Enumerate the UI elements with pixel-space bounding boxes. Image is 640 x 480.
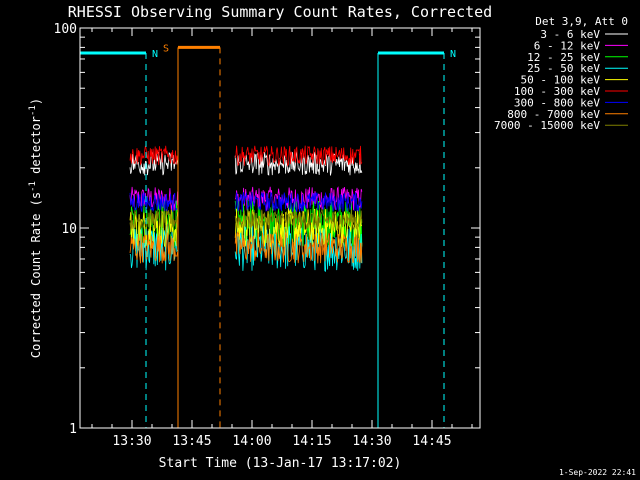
- series-line-7000-15000kev-seg1: [129, 208, 178, 230]
- y-axis-label-sup1: -1: [28, 181, 38, 192]
- annotation-label-1: N: [152, 49, 158, 60]
- x-tick-label: 13:30: [112, 434, 151, 449]
- x-tick-label: 14:00: [232, 434, 271, 449]
- footer-timestamp: 1-Sep-2022 22:41: [559, 468, 636, 477]
- y-axis-label-main: Corrected Count Rate (s: [29, 192, 43, 358]
- series-line-100-300kev-seg2: [234, 145, 363, 167]
- x-tick-label: 14:45: [412, 434, 451, 449]
- series-line-800-7000kev-seg2: [234, 231, 363, 264]
- series-line-7000-15000kev-seg2: [234, 208, 363, 231]
- legend-label: 25 - 50 keV: [527, 62, 600, 75]
- series-line-300-800kev-seg1: [129, 192, 178, 213]
- annotation-label-3: S: [163, 43, 169, 54]
- legend-label: 7000 - 15000 keV: [494, 119, 600, 132]
- legend-label: 100 - 300 keV: [514, 85, 600, 98]
- y-tick-label: 10: [61, 222, 77, 237]
- x-axis-label: Start Time (13-Jan-17 13:17:02): [159, 456, 402, 471]
- legend-label: 6 - 12 keV: [534, 39, 601, 52]
- legend-label: 300 - 800 keV: [514, 96, 600, 109]
- x-tick-label: 14:15: [292, 434, 331, 449]
- annotation-label-2: N: [450, 49, 456, 60]
- series-line-300-800kev-seg2: [234, 191, 363, 213]
- series-line-3-6kev-seg2: [234, 151, 363, 176]
- legend-label: 12 - 25 keV: [527, 51, 600, 64]
- series-line-800-7000kev-seg1: [129, 232, 178, 264]
- annotation-layer: N NS: [80, 43, 456, 428]
- y-tick-label: 1: [69, 422, 77, 437]
- legend-label: 800 - 7000 keV: [507, 108, 600, 121]
- series-line-50-100kev-seg2: [234, 208, 363, 249]
- legend-header: Det 3,9, Att 0: [535, 15, 628, 28]
- y-axis-label-end: ): [29, 98, 43, 105]
- chart-title: RHESSI Observing Summary Count Rates, Co…: [68, 3, 492, 21]
- x-tick-label: 13:45: [172, 434, 211, 449]
- x-tick-label: 14:30: [352, 434, 391, 449]
- y-axis-label-mid: detector: [29, 116, 43, 181]
- data-layer: [129, 145, 363, 273]
- legend-label: 50 - 100 keV: [521, 74, 601, 87]
- y-axis-label-sup2: -1: [28, 105, 38, 116]
- legend-label: 3 - 6 keV: [540, 28, 600, 41]
- y-axis-label: Corrected Count Rate (s-1 detector-1): [28, 98, 43, 358]
- series-line-100-300kev-seg1: [129, 145, 178, 166]
- y-tick-label: 100: [54, 22, 77, 37]
- axis-ticks: 13:30 13:45 14:00 14:15 14:30 14:45 1 10 100: [54, 22, 480, 449]
